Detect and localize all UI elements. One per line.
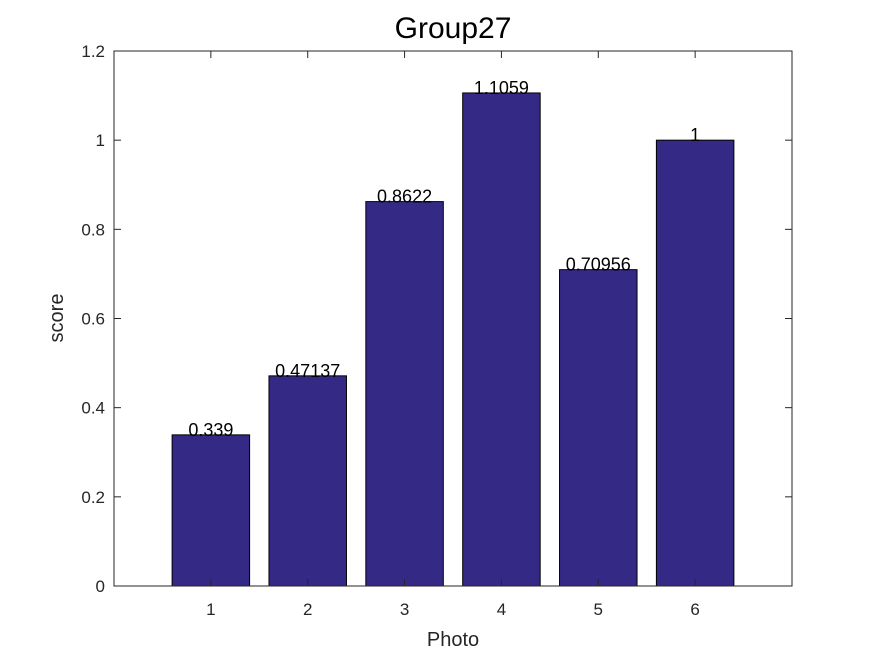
- x-axis-ticks: 1 2 3 4 5 6: [206, 51, 700, 619]
- data-label-3: 0.8622: [377, 187, 432, 207]
- y-tick-label-6: 1.2: [81, 42, 105, 61]
- y-tick-label-2: 0.4: [81, 399, 105, 418]
- bar-6: [655, 139, 735, 587]
- data-label-1: 0.339: [188, 420, 233, 440]
- y-tick-label-1: 0.2: [81, 488, 105, 507]
- chart-title: Group27: [395, 12, 512, 45]
- data-label-4: 1.1059: [474, 78, 529, 98]
- bar-2: [268, 375, 347, 587]
- x-tick-label-3: 3: [400, 600, 409, 619]
- x-axis-label: Photo: [427, 629, 479, 651]
- x-tick-label-2: 2: [303, 600, 312, 619]
- y-tick-label-0: 0: [96, 577, 105, 596]
- x-tick-label-1: 1: [206, 600, 215, 619]
- data-labels-group: 0.339 0.47137 0.8622 1.1059 0.70956 1: [188, 78, 700, 440]
- x-tick-label-6: 6: [690, 600, 699, 619]
- data-label-6: 1: [690, 125, 700, 145]
- x-tick-label-4: 4: [497, 600, 506, 619]
- bar-3: [365, 201, 444, 587]
- bar-1: [171, 434, 251, 587]
- y-tick-label-4: 0.8: [81, 220, 105, 239]
- bars-group: [171, 92, 735, 587]
- data-label-2: 0.47137: [275, 361, 340, 381]
- data-label-5: 0.70956: [566, 255, 631, 275]
- y-axis-ticks: 0 0.2 0.4 0.6 0.8 1 1.2: [81, 42, 792, 596]
- y-tick-label-3: 0.6: [81, 310, 105, 329]
- x-tick-label-5: 5: [594, 600, 603, 619]
- bar-4: [462, 92, 541, 587]
- bar-5: [559, 269, 638, 587]
- y-axis-label: score: [46, 294, 68, 343]
- y-tick-label-5: 1: [96, 131, 105, 150]
